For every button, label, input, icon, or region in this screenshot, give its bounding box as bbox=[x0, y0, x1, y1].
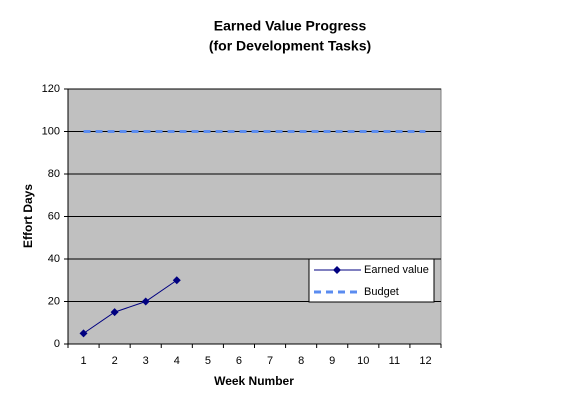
x-tick-label: 10 bbox=[357, 355, 369, 367]
point-marker bbox=[110, 308, 119, 317]
y-tick-label: 40 bbox=[48, 253, 60, 265]
x-tick-label: 8 bbox=[298, 355, 304, 367]
point-marker bbox=[141, 297, 150, 306]
chart-title: Earned Value Progress bbox=[214, 18, 367, 34]
y-tick-label: 20 bbox=[48, 295, 60, 307]
x-tick-label: 12 bbox=[419, 355, 431, 367]
x-tick-label: 4 bbox=[174, 355, 180, 367]
x-tick-label: 7 bbox=[267, 355, 273, 367]
y-tick-label: 120 bbox=[42, 83, 60, 95]
y-tick-label: 0 bbox=[54, 338, 60, 350]
point-marker bbox=[79, 329, 88, 338]
x-axis-title: Week Number bbox=[214, 374, 294, 388]
x-tick-label: 3 bbox=[143, 355, 149, 367]
x-tick-label: 1 bbox=[80, 355, 86, 367]
y-tick-label: 100 bbox=[42, 125, 60, 137]
x-tick-label: 2 bbox=[112, 355, 118, 367]
legend-label: Budget bbox=[364, 286, 399, 298]
x-tick-label: 6 bbox=[236, 355, 242, 367]
chart-subtitle: (for Development Tasks) bbox=[209, 38, 371, 54]
y-tick-label: 80 bbox=[48, 168, 60, 180]
y-axis-title: Effort Days bbox=[21, 184, 35, 248]
x-tick-label: 11 bbox=[389, 355, 400, 367]
legend-label: Earned value bbox=[364, 264, 429, 276]
x-tick-label: 9 bbox=[329, 355, 335, 367]
legend-marker bbox=[333, 266, 341, 274]
y-tick-label: 60 bbox=[48, 210, 60, 222]
series-line bbox=[83, 279, 178, 334]
legend bbox=[308, 258, 435, 303]
x-tick-label: 5 bbox=[205, 355, 211, 367]
point-marker bbox=[172, 276, 181, 285]
